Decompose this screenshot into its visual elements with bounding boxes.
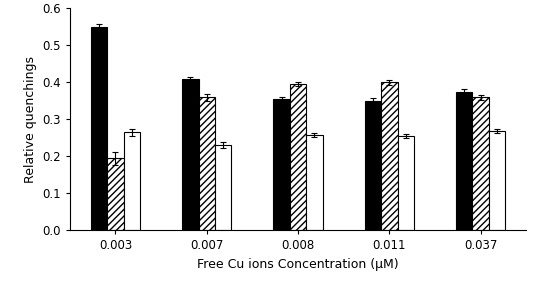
Bar [473,97,489,230]
Bar [107,158,124,230]
Bar [381,82,397,230]
Bar [124,132,140,230]
Bar [199,97,215,230]
Bar [397,136,414,230]
Bar [365,101,381,230]
Bar [306,135,323,230]
Bar [456,92,473,230]
Bar [215,145,231,230]
X-axis label: Free Cu ions Concentration (μM): Free Cu ions Concentration (μM) [197,258,399,271]
Bar [182,79,199,230]
Bar [273,99,290,230]
Bar [489,131,505,230]
Bar [290,84,306,230]
Y-axis label: Relative quenchings: Relative quenchings [24,56,37,183]
Bar [91,27,107,230]
